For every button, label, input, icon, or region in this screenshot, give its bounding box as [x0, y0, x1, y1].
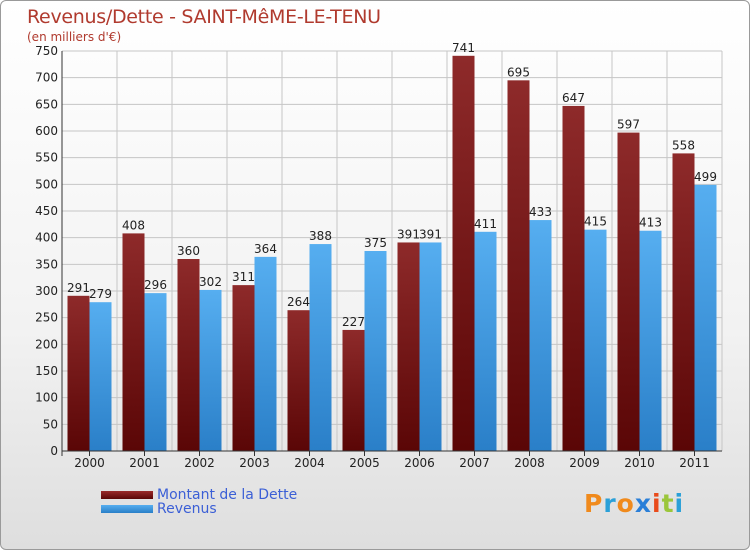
x-tick-label: 2011 [679, 456, 710, 470]
data-label-revenus: 499 [694, 170, 717, 184]
y-tick-label: 450 [35, 204, 58, 218]
data-label-revenus: 433 [529, 205, 552, 219]
logo-letter: P [584, 489, 604, 518]
y-tick-label: 150 [35, 364, 58, 378]
x-tick-label: 2010 [624, 456, 655, 470]
bar-revenus [89, 302, 112, 451]
legend-swatch-debt [101, 491, 153, 499]
logo-letter: r [603, 489, 617, 518]
data-label-revenus: 279 [89, 287, 112, 301]
logo-letter: o [616, 489, 635, 518]
data-label-revenus: 296 [144, 278, 167, 292]
data-label-debt: 741 [452, 41, 475, 55]
data-label-debt: 597 [617, 118, 640, 132]
bar-revenus [364, 251, 387, 451]
chart-title: Revenus/Dette - SAINT-MêME-LE-TENU [27, 6, 381, 28]
data-label-revenus: 364 [254, 242, 277, 256]
x-tick-label: 2007 [459, 456, 490, 470]
logo-letter: i [652, 489, 662, 518]
x-tick-label: 2003 [239, 456, 270, 470]
bar-revenus [199, 289, 222, 451]
bar-debt [177, 259, 200, 451]
y-tick-label: 700 [35, 71, 58, 85]
bar-revenus [529, 220, 552, 451]
data-label-debt: 227 [342, 315, 365, 329]
bar-debt [397, 242, 420, 451]
bar-debt [672, 153, 695, 451]
data-label-revenus: 411 [474, 217, 497, 231]
x-tick-label: 2005 [349, 456, 380, 470]
data-label-revenus: 302 [199, 275, 222, 289]
x-tick-label: 2000 [74, 456, 105, 470]
legend-swatch-revenus [101, 505, 153, 513]
axis-layer: 0 50 100 150 200 250 300 350 400 450 500 550 600 650 7… [35, 44, 722, 470]
y-tick-label: 0 [50, 444, 58, 458]
data-label-debt: 391 [397, 227, 420, 241]
bar-revenus [309, 244, 332, 451]
bar-debt [122, 233, 145, 451]
bar-debt [287, 310, 310, 451]
y-tick-label: 550 [35, 151, 58, 165]
bars-layer: 291 279 408 296 360 302 311 364 264 388 227 375 391 3… [67, 41, 717, 452]
legend-label-debt: Montant de la Dette [157, 487, 298, 503]
x-tick-label: 2004 [294, 456, 325, 470]
x-tick-label: 2006 [404, 456, 435, 470]
legend-item-debt: Montant de la Dette [101, 487, 297, 503]
data-label-revenus: 375 [364, 236, 387, 250]
bar-revenus [694, 184, 717, 451]
data-label-revenus: 388 [309, 229, 332, 243]
logo-letter: t [661, 489, 675, 518]
y-tick-label: 250 [35, 311, 58, 325]
bar-debt [342, 329, 365, 451]
bar-revenus [584, 229, 607, 451]
data-label-debt: 647 [562, 91, 585, 105]
y-tick-label: 500 [35, 177, 58, 191]
bar-revenus [254, 256, 277, 451]
x-tick-label: 2008 [514, 456, 545, 470]
bar-revenus [419, 242, 442, 451]
legend-item-revenus: Revenus [101, 501, 217, 517]
y-tick-label: 350 [35, 257, 58, 271]
data-label-debt: 558 [672, 138, 695, 152]
y-tick-label: 400 [35, 231, 58, 245]
chart-subtitle: (en milliers d'€) [27, 30, 122, 44]
y-tick-label: 650 [35, 97, 58, 111]
logo-letter: x [634, 489, 652, 518]
bar-debt [452, 55, 475, 452]
data-label-revenus: 413 [639, 216, 662, 230]
x-tick-label: 2002 [184, 456, 215, 470]
bar-debt [562, 105, 585, 451]
data-label-debt: 695 [507, 65, 530, 79]
bar-revenus [144, 293, 167, 451]
data-label-debt: 311 [232, 270, 255, 284]
bar-debt [617, 132, 640, 451]
legend-label-revenus: Revenus [157, 501, 217, 517]
data-label-revenus: 391 [419, 227, 442, 241]
data-label-debt: 408 [122, 218, 145, 232]
data-label-debt: 360 [177, 244, 200, 258]
bar-debt [232, 285, 255, 451]
data-label-revenus: 415 [584, 215, 607, 229]
y-tick-label: 750 [35, 44, 58, 58]
y-tick-label: 50 [43, 417, 58, 431]
bar-revenus [639, 230, 662, 451]
bar-revenus [474, 231, 497, 451]
y-tick-label: 100 [35, 391, 58, 405]
y-tick-label: 200 [35, 337, 58, 351]
data-label-debt: 264 [287, 295, 310, 309]
logo-letter: i [674, 489, 685, 518]
bar-debt [67, 295, 90, 451]
grid-layer [61, 50, 723, 452]
data-label-debt: 291 [67, 281, 90, 295]
y-tick-label: 600 [35, 124, 58, 138]
bar-debt [507, 80, 530, 451]
y-tick-label: 300 [35, 284, 58, 298]
x-tick-label: 2009 [569, 456, 600, 470]
x-tick-label: 2001 [129, 456, 160, 470]
proxiti-logo: Proxiti [584, 489, 684, 518]
